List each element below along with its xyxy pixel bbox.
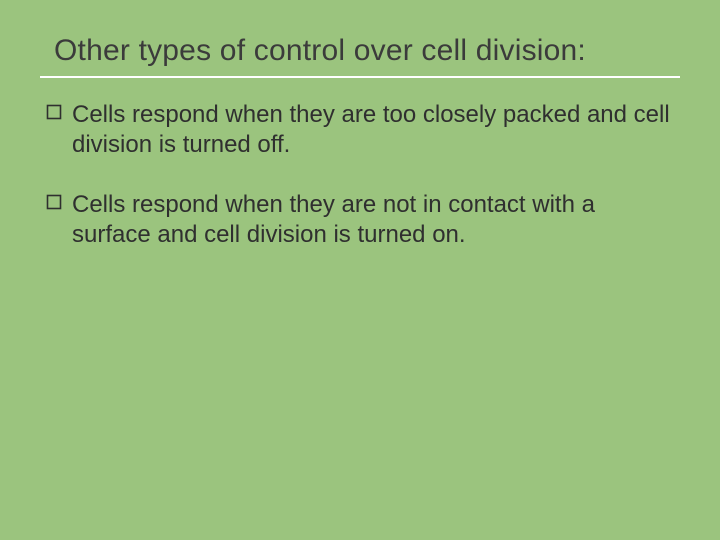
list-item: Cells respond when they are too closely … — [46, 100, 680, 160]
bullet-text: Cells respond when they are too closely … — [72, 101, 670, 158]
square-bullet-icon — [46, 194, 62, 210]
bullet-text: Cells respond when they are not in conta… — [72, 191, 595, 248]
square-bullet-icon — [46, 104, 62, 120]
list-item: Cells respond when they are not in conta… — [46, 190, 680, 250]
bullet-list: Cells respond when they are too closely … — [40, 100, 680, 250]
slide: Other types of control over cell divisio… — [0, 0, 720, 540]
slide-title: Other types of control over cell divisio… — [40, 28, 680, 78]
